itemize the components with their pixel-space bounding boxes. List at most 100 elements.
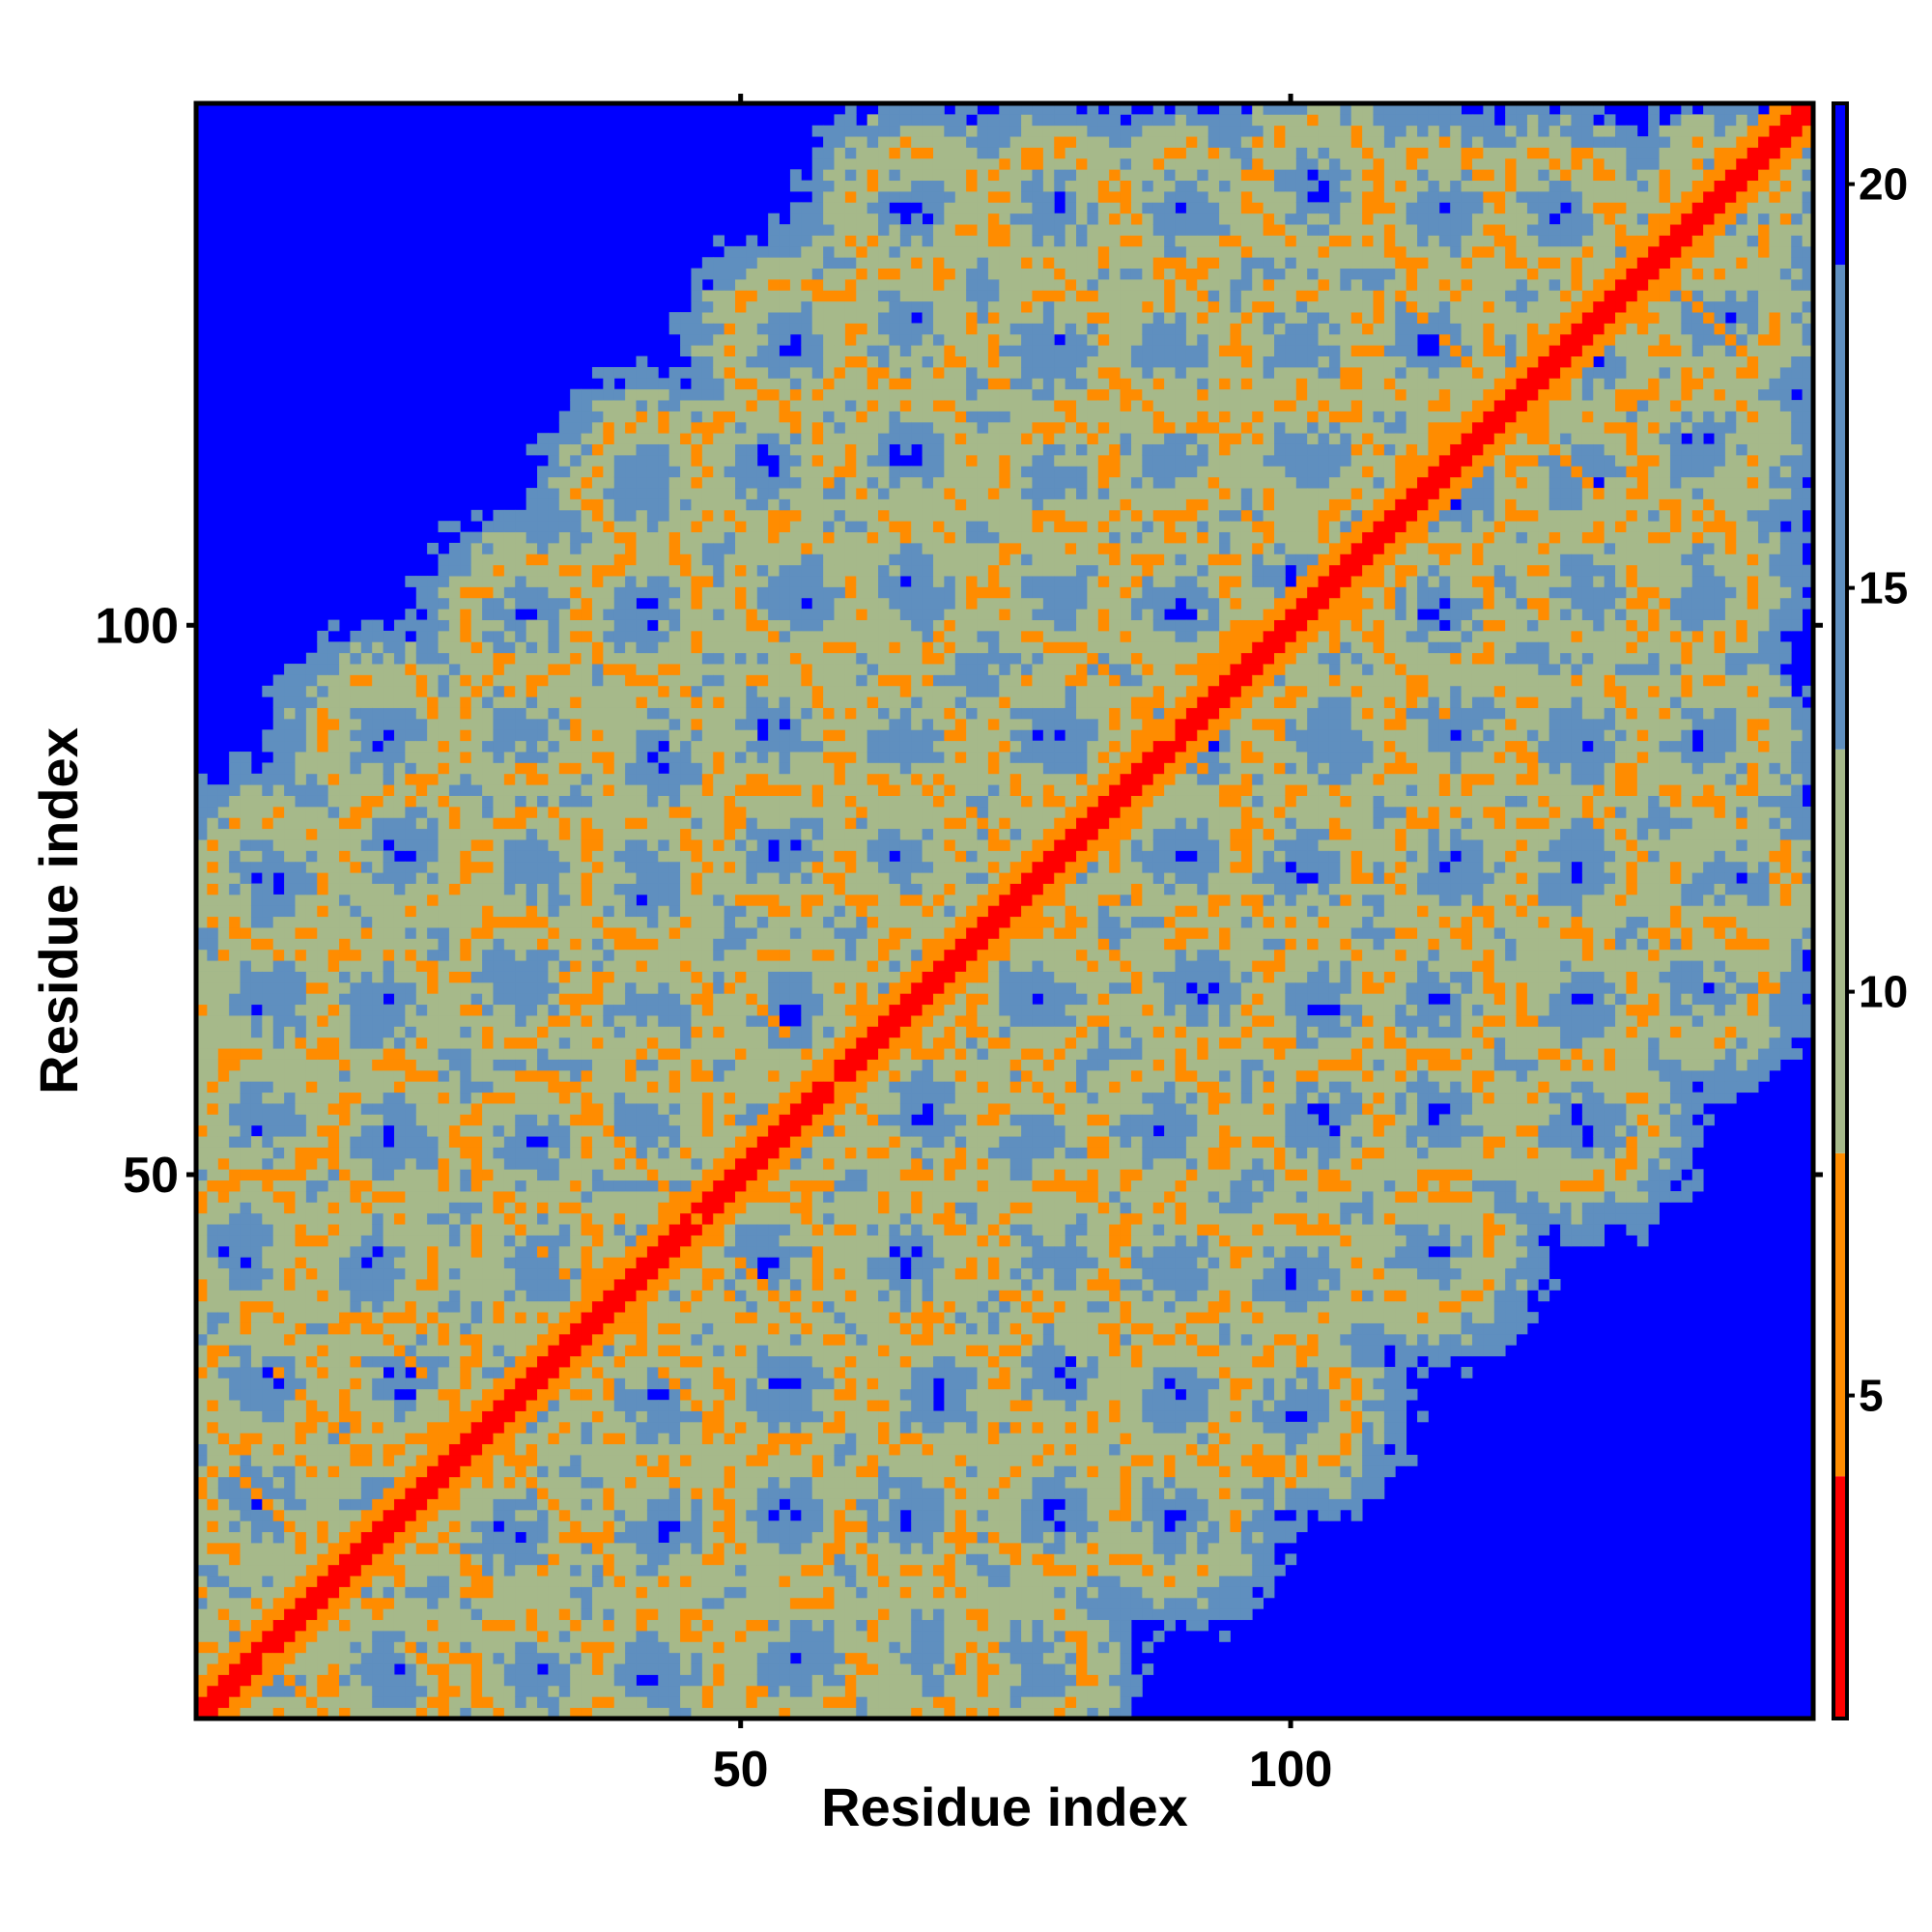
- heatmap-cell: [470, 1663, 483, 1675]
- heatmap-cell: [646, 388, 659, 401]
- heatmap-cell: [691, 1300, 703, 1313]
- heatmap-cell: [691, 927, 703, 939]
- heatmap-cell: [680, 1103, 692, 1115]
- heatmap-cell: [383, 1465, 395, 1478]
- heatmap-cell: [438, 1608, 450, 1621]
- heatmap-cell: [470, 1114, 483, 1126]
- heatmap-cell: [460, 949, 472, 961]
- heatmap-cell: [515, 531, 527, 544]
- heatmap-cell: [493, 1543, 505, 1554]
- heatmap-cell: [383, 696, 395, 708]
- heatmap-cell: [250, 850, 263, 863]
- heatmap-cell: [339, 1663, 351, 1675]
- heatmap-cell: [240, 752, 252, 763]
- heatmap-cell: [515, 740, 527, 753]
- heatmap-cell: [701, 828, 714, 840]
- heatmap-cell: [240, 1400, 252, 1411]
- heatmap-cell: [317, 1564, 329, 1577]
- heatmap-cell: [482, 1576, 494, 1587]
- heatmap-cell: [327, 1245, 340, 1258]
- heatmap-cell: [591, 1212, 604, 1225]
- heatmap-cell: [448, 828, 461, 840]
- heatmap-cell: [217, 894, 230, 906]
- heatmap-cell: [482, 1015, 494, 1027]
- heatmap-cell: [625, 916, 637, 928]
- heatmap-cell: [613, 1279, 626, 1291]
- heatmap-cell: [636, 1597, 648, 1609]
- heatmap-cell: [405, 960, 417, 972]
- heatmap-cell: [393, 960, 406, 972]
- heatmap-cell: [503, 1026, 516, 1038]
- heatmap-cell: [570, 718, 582, 730]
- heatmap-cell: [691, 554, 703, 566]
- heatmap-cell: [537, 1531, 549, 1544]
- heatmap-cell: [668, 586, 681, 599]
- heatmap-cell: [537, 839, 549, 851]
- heatmap-cell: [558, 1202, 571, 1214]
- heatmap-cell: [591, 1300, 604, 1313]
- heatmap-cell: [460, 1586, 472, 1599]
- heatmap-cell: [427, 927, 439, 939]
- heatmap-cell: [196, 1586, 208, 1599]
- heatmap-cell: [591, 388, 604, 401]
- heatmap-cell: [360, 1157, 373, 1170]
- heatmap-cell: [515, 652, 527, 665]
- heatmap-cell: [372, 773, 384, 785]
- heatmap-cell: [591, 1586, 604, 1599]
- heatmap-cell: [701, 1367, 714, 1378]
- heatmap-cell: [207, 1026, 219, 1038]
- heatmap-cell: [658, 1421, 670, 1434]
- heatmap-cell: [383, 1202, 395, 1214]
- heatmap-cell: [503, 850, 516, 863]
- heatmap-cell: [503, 1707, 516, 1719]
- heatmap-cell: [460, 872, 472, 884]
- heatmap-cell: [570, 1245, 582, 1258]
- heatmap-cell: [603, 1169, 615, 1181]
- heatmap-cell: [526, 1421, 538, 1434]
- heatmap-cell: [482, 729, 494, 742]
- heatmap-cell: [558, 1092, 571, 1104]
- heatmap-cell: [701, 927, 714, 939]
- heatmap-cell: [636, 1169, 648, 1181]
- heatmap-cell: [438, 718, 450, 730]
- heatmap-cell: [229, 1004, 241, 1016]
- heatmap-cell: [350, 1707, 362, 1719]
- heatmap-cell: [438, 872, 450, 884]
- heatmap-cell: [526, 1674, 538, 1687]
- heatmap-cell: [658, 1509, 670, 1521]
- heatmap-cell: [438, 1498, 450, 1511]
- heatmap-cell: [558, 1498, 571, 1511]
- heatmap-cell: [196, 927, 208, 939]
- heatmap-cell: [360, 1597, 373, 1609]
- heatmap-cell: [262, 1157, 274, 1170]
- heatmap-cell: [339, 1553, 351, 1566]
- heatmap-cell: [229, 960, 241, 972]
- heatmap-cell: [581, 1322, 593, 1335]
- heatmap-cell: [591, 411, 604, 423]
- heatmap-cell: [438, 696, 450, 708]
- heatmap-cell: [284, 894, 296, 906]
- heatmap-cell: [558, 1114, 571, 1126]
- heatmap-cell: [701, 1202, 714, 1214]
- heatmap-cell: [625, 674, 637, 687]
- heatmap-cell: [317, 1191, 329, 1203]
- heatmap-cell: [415, 1576, 428, 1587]
- heatmap-cell: [295, 1179, 307, 1192]
- heatmap-cell: [503, 905, 516, 918]
- heatmap-cell: [350, 718, 362, 730]
- heatmap-cell: [393, 1476, 406, 1489]
- heatmap-cell: [405, 1322, 417, 1335]
- heatmap-cell: [405, 1707, 417, 1719]
- heatmap-cell: [360, 795, 373, 808]
- heatmap-cell: [372, 630, 384, 642]
- heatmap-cell: [537, 488, 549, 499]
- heatmap-cell: [339, 1026, 351, 1038]
- heatmap-cell: [625, 1652, 637, 1664]
- heatmap-cell: [448, 1235, 461, 1247]
- heatmap-cell: [196, 1147, 208, 1159]
- heatmap-cell: [372, 861, 384, 873]
- heatmap-cell: [548, 498, 560, 511]
- heatmap-cell: [470, 1400, 483, 1411]
- heatmap-cell: [415, 981, 428, 994]
- heatmap-cell: [646, 488, 659, 499]
